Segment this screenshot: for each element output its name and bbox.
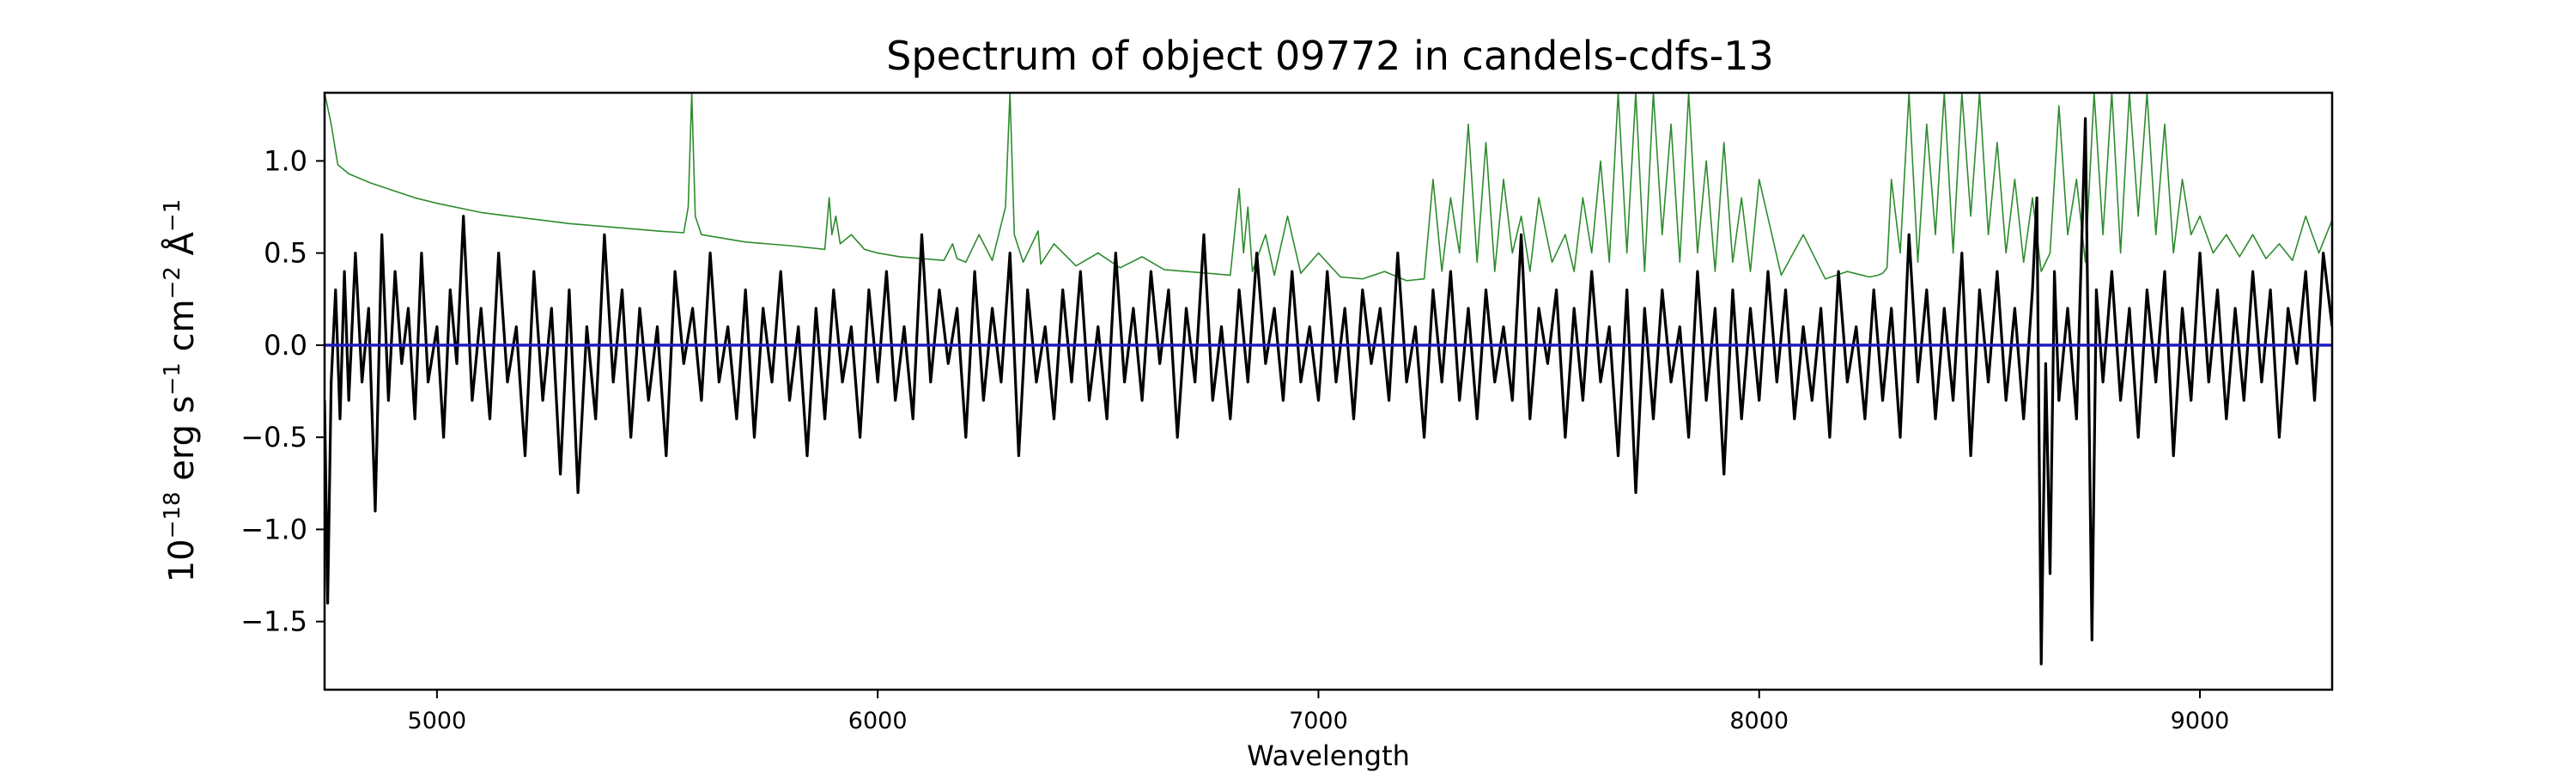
y-axis-label-exp-3: −1 [160,199,185,232]
y-axis-label-unit-2: cm [162,299,202,362]
y-axis-label-exp-1: −1 [160,362,185,395]
y-axis-label: 10−18 erg s−1 cm−2 Å−1 [160,199,202,583]
y-axis: 1.0 0.5 0.0 −0.5 −1.0 −1.5 [240,144,325,638]
y-tick-label: 1.0 [264,144,307,177]
x-tick-label: 9000 [2171,708,2230,734]
y-tick-label: −1.0 [240,513,307,545]
plot-area [323,91,2334,691]
y-tick-label: 0.5 [264,237,307,270]
y-axis-label-unit-1: erg s [162,395,202,491]
y-tick-label: −1.5 [240,606,307,638]
y-axis-label-unit-3: Å [161,231,202,266]
y-axis-label-exp-base: −18 [160,491,185,539]
x-axis: 5000 6000 7000 8000 9000 [408,690,2230,734]
x-tick-label: 5000 [408,708,467,734]
plot-frame [323,91,2334,691]
y-tick-label: −0.5 [240,421,307,453]
x-tick-label: 7000 [1289,708,1348,734]
x-tick-label: 8000 [1729,708,1789,734]
y-axis-label-exp-2: −2 [160,266,185,299]
series-noise-line [325,93,2332,282]
series-flux-line [325,117,2332,666]
x-tick-label: 6000 [848,708,908,734]
y-tick-label: 0.0 [264,329,307,362]
chart-title: Spectrum of object 09772 in candels-cdfs… [886,33,1774,79]
y-axis-label-base: 10 [162,539,202,582]
x-axis-label: Wavelength [1247,740,1410,772]
